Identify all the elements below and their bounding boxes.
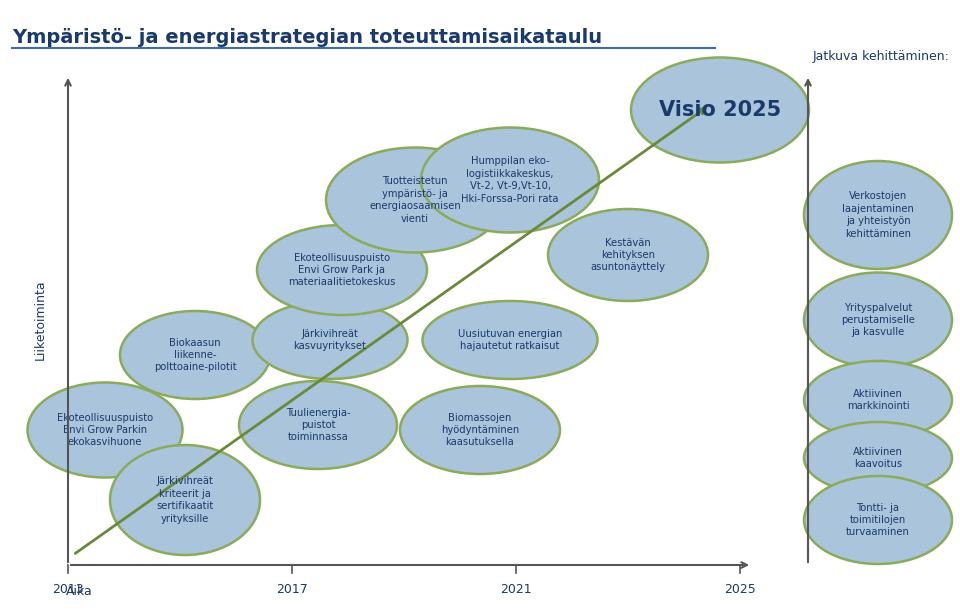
Text: Aika: Aika	[66, 585, 93, 598]
Text: Kestävän
kehityksen
asuntonäyttely: Kestävän kehityksen asuntonäyttely	[590, 238, 665, 273]
Text: 2017: 2017	[276, 583, 308, 596]
Text: Visio 2025: Visio 2025	[659, 100, 781, 120]
Ellipse shape	[804, 161, 952, 269]
Text: Verkostojen
laajentaminen
ja yhteistyön
kehittäminen: Verkostojen laajentaminen ja yhteistyön …	[842, 192, 914, 239]
Ellipse shape	[804, 422, 952, 494]
Text: Liiketoiminta: Liiketoiminta	[34, 280, 46, 360]
Ellipse shape	[257, 225, 427, 315]
Text: Humppilan eko-
logistiikkakeskus,
Vt-2, Vt-9,Vt-10,
Hki-Forssa-Pori rata: Humppilan eko- logistiikkakeskus, Vt-2, …	[461, 157, 559, 204]
Text: Ympäristö- ja energiastrategian toteuttamisaikataulu: Ympäristö- ja energiastrategian toteutta…	[12, 28, 602, 47]
Ellipse shape	[421, 128, 599, 233]
Text: 2013: 2013	[52, 583, 84, 596]
Text: Tuulienergia-
puistot
toiminnassa: Tuulienergia- puistot toiminnassa	[286, 408, 350, 443]
Text: Biokaasun
liikenne-
polttoaine-pilotit: Biokaasun liikenne- polttoaine-pilotit	[154, 338, 236, 373]
Text: Ekoteollisuuspuisto
Envi Grow Park ja
materiaalitietokeskus: Ekoteollisuuspuisto Envi Grow Park ja ma…	[288, 252, 396, 287]
Text: Järkivihreät
kasvuyritykset: Järkivihreät kasvuyritykset	[294, 329, 367, 351]
Text: Uusiutuvan energian
hajautetut ratkaisut: Uusiutuvan energian hajautetut ratkaisut	[458, 329, 563, 351]
Ellipse shape	[239, 381, 397, 469]
Ellipse shape	[120, 311, 270, 399]
Text: Ekoteollisuuspuisto
Envi Grow Parkin
ekokasvihuone: Ekoteollisuuspuisto Envi Grow Parkin eko…	[57, 413, 153, 448]
Text: Tuotteistetun
ympäristö- ja
energiaosaamisen
vienti: Tuotteistetun ympäristö- ja energiaosaam…	[370, 176, 461, 223]
Ellipse shape	[548, 209, 708, 301]
Text: Tontti- ja
toimitilojen
turvaaminen: Tontti- ja toimitilojen turvaaminen	[846, 503, 910, 537]
Text: Aktiivinen
markkinointi: Aktiivinen markkinointi	[847, 389, 909, 411]
Text: 2025: 2025	[724, 583, 756, 596]
Ellipse shape	[804, 476, 952, 564]
Ellipse shape	[400, 386, 560, 474]
Ellipse shape	[28, 383, 182, 478]
Ellipse shape	[422, 301, 597, 379]
Ellipse shape	[804, 273, 952, 368]
Ellipse shape	[252, 301, 407, 379]
Text: Biomassojen
hyödyntäminen
kaasutuksella: Biomassojen hyödyntäminen kaasutuksella	[441, 413, 519, 448]
Ellipse shape	[804, 361, 952, 439]
Text: Yrityspalvelut
perustamiselle
ja kasvulle: Yrityspalvelut perustamiselle ja kasvull…	[841, 303, 915, 338]
Ellipse shape	[110, 445, 260, 555]
Text: Jatkuva kehittäminen:: Jatkuva kehittäminen:	[813, 50, 949, 63]
Text: 2021: 2021	[500, 583, 532, 596]
Ellipse shape	[326, 147, 504, 252]
Text: Aktiivinen
kaavoitus: Aktiivinen kaavoitus	[853, 447, 903, 469]
Text: Järkivihreät
kriteerit ja
sertifikaatit
yrityksille: Järkivihreät kriteerit ja sertifikaatit …	[156, 476, 214, 524]
Ellipse shape	[631, 58, 809, 163]
